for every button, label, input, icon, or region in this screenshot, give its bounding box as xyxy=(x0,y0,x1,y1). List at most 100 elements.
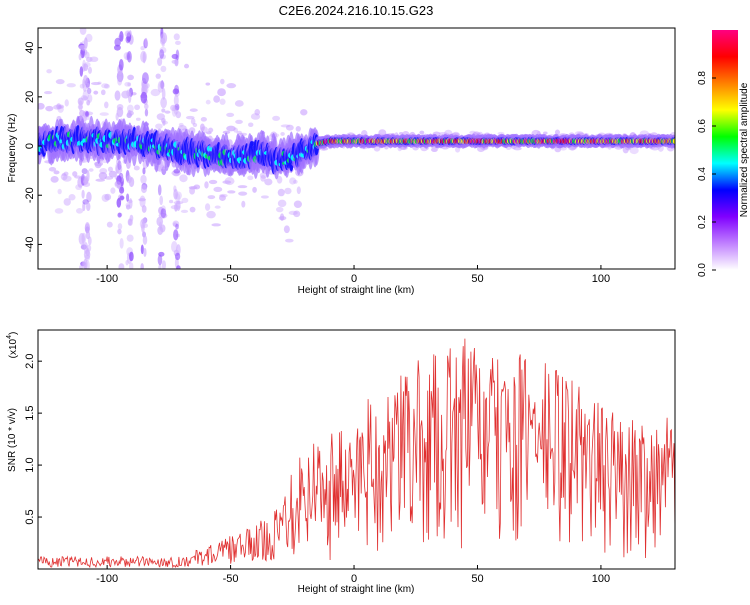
spectrogram-streak xyxy=(81,189,85,199)
snr-x-tick-label: -100 xyxy=(96,573,118,585)
spectrogram-streak xyxy=(175,49,180,61)
spectrogram-speckle xyxy=(62,175,72,182)
spectrogram-streak xyxy=(140,91,148,104)
spectrogram-streak xyxy=(83,62,91,68)
spectrogram-streak xyxy=(127,82,132,87)
spectrogram-speckle xyxy=(234,100,244,107)
spectrogram-streak xyxy=(161,108,166,113)
spectrogram-streak xyxy=(140,174,147,185)
spectrogram-speckle xyxy=(76,208,84,214)
spectrogram-speckle xyxy=(79,110,86,117)
spectrogram-streak xyxy=(142,167,146,175)
spectrogram-streak xyxy=(173,168,181,174)
snr-series-line xyxy=(38,338,675,569)
spectrogram-streak xyxy=(128,198,133,209)
spectrogram-streak xyxy=(119,237,124,249)
spectrogram-speckle xyxy=(168,199,174,204)
spectrogram-speckle xyxy=(419,130,425,135)
spectrogram-speckle xyxy=(285,124,294,131)
spectrogram-streak xyxy=(160,208,167,219)
spectrogram-speckle xyxy=(543,131,548,135)
spectrogram-speckle xyxy=(241,200,246,208)
spectrogram-speckle xyxy=(227,190,236,194)
spectrogram-streak xyxy=(114,90,121,101)
snr-multiplier: (x104) xyxy=(6,332,19,359)
spectrogram-speckle xyxy=(90,81,101,86)
spectrogram-streak xyxy=(161,117,166,124)
spectrogram-streak xyxy=(161,260,167,269)
spectrogram-speckle xyxy=(101,193,110,202)
spectrogram-streak xyxy=(160,33,166,44)
spectrogram-speckle xyxy=(44,91,53,95)
spectrogram-streak xyxy=(140,244,144,255)
spectrogram-speckle xyxy=(206,210,216,219)
spectrogram-speckle xyxy=(45,105,54,112)
snr-multiplier-exp: 4 xyxy=(6,335,13,339)
spectrogram-streak xyxy=(128,92,132,104)
spectrogram-core xyxy=(672,138,675,145)
spectrogram-speckle xyxy=(554,129,561,136)
spectrogram-speckle xyxy=(68,194,76,201)
spectrogram-speckle xyxy=(181,197,189,204)
spectrogram-speckle xyxy=(99,112,109,116)
spectrogram-speckle xyxy=(155,123,163,130)
spectrogram-speckle xyxy=(238,191,248,196)
spectrogram-streak xyxy=(128,218,133,226)
spectrogram-x-tick-label: -100 xyxy=(96,273,118,285)
spectrogram-speckle xyxy=(135,117,141,121)
spectrogram-speckle xyxy=(236,130,243,135)
snr-y-tick-label: 2.0 xyxy=(24,354,36,369)
spectrogram-speckle xyxy=(283,225,290,234)
spectrogram-speckle xyxy=(180,209,189,213)
spectrogram-speckle xyxy=(110,187,116,194)
spectrogram-streak xyxy=(113,44,121,51)
spectrogram-streak xyxy=(81,168,88,175)
spectrogram-streak xyxy=(118,263,125,269)
spectrogram-speckle xyxy=(275,206,284,213)
colorbar-strip xyxy=(712,30,738,270)
spectrogram-speckle xyxy=(48,167,57,172)
snr-frame xyxy=(37,329,676,570)
spectrogram-streak xyxy=(141,72,149,84)
spectrogram-y-label: Frequency (Hz) xyxy=(7,114,18,183)
colorbar-ticks: 0.0 0.2 0.4 0.6 0.8 xyxy=(697,71,716,277)
spectrogram-streak xyxy=(140,184,148,194)
spectrogram-speckle xyxy=(293,200,302,208)
spectrogram-speckle xyxy=(178,122,184,127)
spectrogram-speckle xyxy=(284,187,292,195)
spectrogram-streak xyxy=(124,30,131,38)
spectrogram-speckle xyxy=(50,175,59,183)
spectrogram-streak xyxy=(115,164,123,174)
spectrogram-streak xyxy=(140,263,144,269)
spectrogram-x-label: Height of straight line (km) xyxy=(298,285,415,296)
spectrogram-streak xyxy=(80,95,88,101)
spectrogram-speckle xyxy=(272,115,281,121)
spectrogram-streak xyxy=(117,212,122,218)
spectrogram-streak xyxy=(157,57,163,67)
spectrogram-streak xyxy=(114,37,121,47)
spectrogram-streak xyxy=(128,176,135,188)
spectrogram-speckle xyxy=(260,195,269,199)
spectrogram-streak xyxy=(173,229,179,241)
spectrogram-speckle xyxy=(295,126,301,132)
spectrogram-y-tick-label: 0 xyxy=(24,143,36,149)
spectrogram-streak xyxy=(157,226,164,235)
colorbar-tick-label: 0.6 xyxy=(697,119,708,133)
spectrogram-frame xyxy=(37,27,676,270)
spectrogram-streak xyxy=(127,109,132,117)
spectrogram-speckle xyxy=(179,174,188,183)
spectrogram-streak xyxy=(160,31,164,40)
spectrogram-speckle xyxy=(55,79,65,85)
spectrogram-streak xyxy=(86,99,91,106)
colorbar: 0.0 0.2 0.4 0.6 0.8 Normalized spectral ampl… xyxy=(697,30,750,277)
spectrogram-speckle xyxy=(293,179,298,184)
spectrogram-streak xyxy=(142,235,148,245)
spectrogram-speckle xyxy=(185,115,195,120)
spectrogram-speckle xyxy=(277,199,287,208)
spectrogram-streak xyxy=(159,195,164,206)
spectrogram-speckle xyxy=(214,205,221,209)
spectrogram-speckle xyxy=(53,170,60,175)
spectrogram-streak xyxy=(117,223,123,230)
spectrogram-speckle xyxy=(104,101,109,109)
spectrogram-y-tick-label: -20 xyxy=(24,187,36,203)
